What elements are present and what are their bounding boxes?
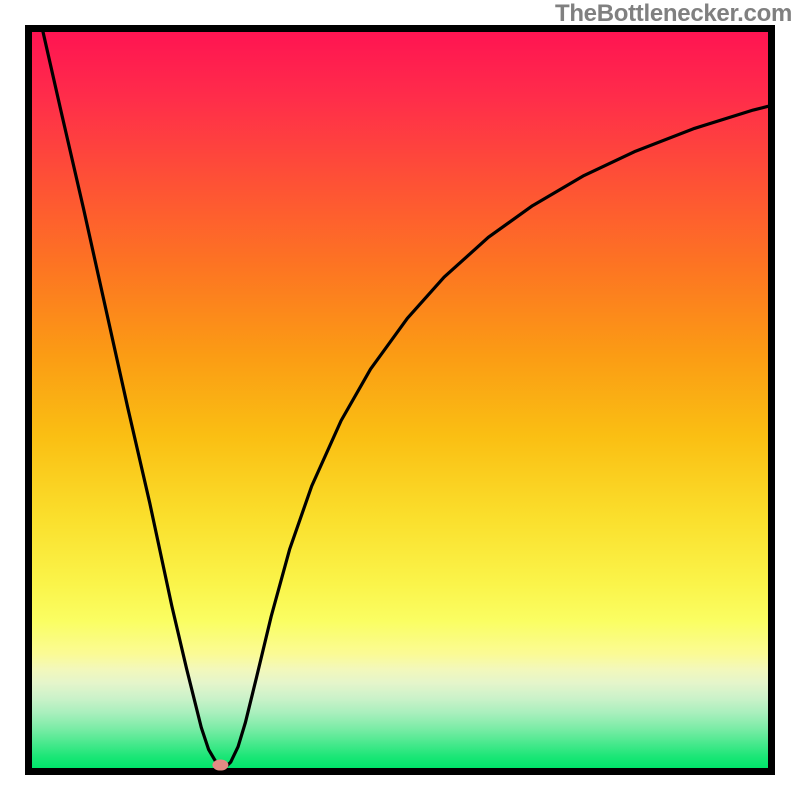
bottleneck-chart [25, 25, 775, 775]
watermark-label: TheBottlenecker.com [555, 0, 792, 28]
chart-container: TheBottlenecker.com [0, 0, 800, 800]
chart-frame [25, 25, 775, 775]
minimum-marker [212, 760, 228, 771]
